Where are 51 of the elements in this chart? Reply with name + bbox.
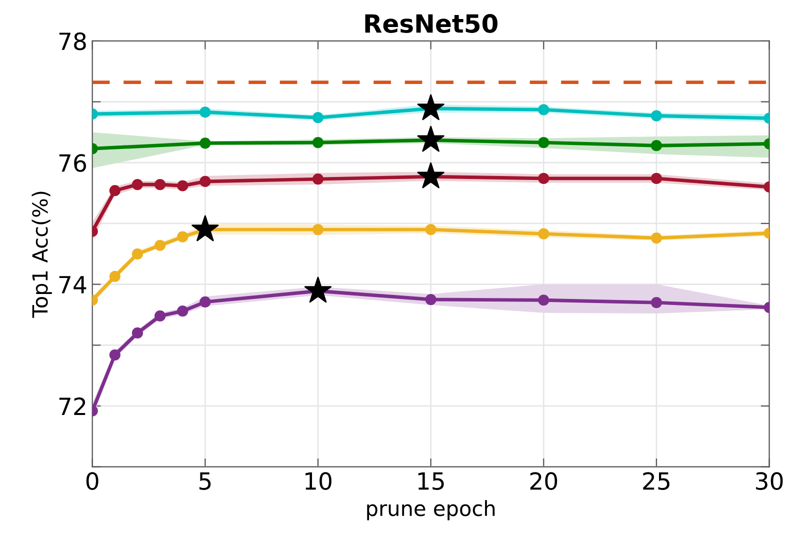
point — [109, 349, 120, 360]
x-tick-label: 0 — [86, 472, 98, 490]
point — [650, 140, 662, 152]
point — [538, 172, 550, 184]
point — [312, 174, 324, 185]
point — [132, 327, 144, 339]
point — [538, 136, 550, 148]
point — [132, 178, 144, 190]
point — [425, 224, 436, 236]
y-tick-label: 72 — [59, 397, 86, 415]
x-tick-label: 5 — [199, 472, 211, 490]
point — [538, 104, 550, 116]
point — [312, 224, 324, 236]
point — [109, 270, 120, 282]
point — [200, 296, 211, 308]
point — [650, 232, 662, 244]
point — [425, 294, 436, 306]
point — [154, 240, 166, 251]
y-axis-title: Top1 Acc(%) — [32, 192, 52, 318]
point — [200, 106, 211, 118]
x-axis-title: prune epoch — [367, 500, 495, 520]
point — [538, 228, 550, 240]
point — [538, 294, 550, 306]
point — [417, 94, 444, 120]
x-tick-label: 15 — [418, 472, 444, 490]
point — [304, 276, 332, 303]
point — [312, 136, 324, 148]
x-tick-label: 30 — [756, 472, 783, 490]
point — [200, 138, 211, 149]
point — [417, 126, 444, 152]
point — [177, 231, 188, 242]
point — [154, 178, 166, 190]
point — [132, 248, 144, 260]
y-tick-label: 74 — [59, 276, 86, 294]
chart-title: ResNet50 — [365, 14, 498, 33]
point — [650, 297, 662, 308]
y-tick-label: 76 — [59, 154, 86, 172]
x-tick-label: 20 — [530, 472, 558, 490]
point — [177, 306, 188, 317]
x-tick-label: 25 — [643, 472, 670, 490]
point — [177, 180, 188, 192]
point — [650, 172, 662, 184]
point — [192, 215, 219, 242]
point — [312, 112, 324, 124]
point — [417, 162, 444, 188]
point — [650, 110, 662, 122]
y-tick-label: 78 — [59, 32, 86, 50]
point — [200, 176, 211, 188]
point — [109, 185, 120, 196]
x-tick-label: 10 — [306, 472, 332, 490]
point — [154, 310, 166, 322]
